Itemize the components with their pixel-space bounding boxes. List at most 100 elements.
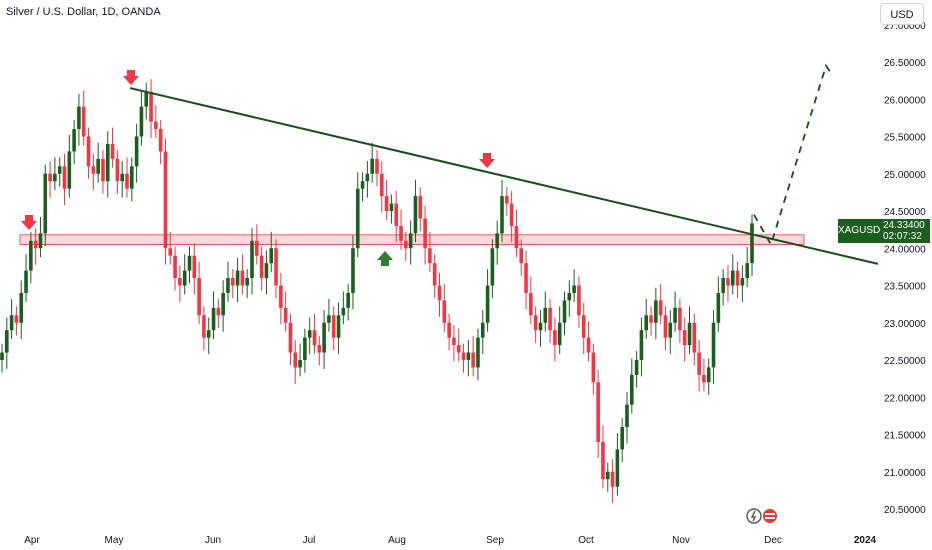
candle-body [187,255,192,271]
candle-body [274,248,278,286]
y-tick-label: 21.50000 [884,431,926,442]
candle-body [101,158,105,182]
y-tick-label: 24.50000 [884,207,926,218]
candle-body [562,300,567,323]
candle-body [711,322,716,368]
candle-body [221,292,225,316]
y-tick-label: 26.50000 [884,58,926,69]
candle-body [649,315,653,323]
candle-body [134,136,139,167]
candle-body [625,404,629,428]
candle-body [682,330,687,346]
candle-body [663,315,668,338]
tradingview-logo-icon[interactable] [746,507,780,525]
candle-body [115,158,120,182]
candle-body [543,307,548,323]
candle-body [476,337,480,368]
candle-body [370,158,374,174]
down-arrow-icon [21,215,37,230]
candle-body [716,292,721,323]
candle-body [105,143,110,182]
candle-body [226,278,230,293]
candle-body [346,292,350,308]
candle-body [279,285,283,308]
candle-body [620,427,624,450]
candle-body [154,121,158,130]
candle-body [557,322,562,346]
candle-body [351,248,355,293]
candle-body [149,91,153,122]
candle-body [341,307,346,316]
candle-body [668,322,673,338]
candle-body [206,330,211,338]
candle-body [240,270,245,286]
candle-body [538,322,543,331]
candle-body [610,471,615,487]
candle-body [384,196,389,211]
candle-body [514,225,519,249]
candle-body [442,300,447,323]
candle-body [423,218,427,249]
candle-body [33,240,38,249]
candle-body [57,166,62,174]
candle-body [471,352,475,368]
candle-body [413,196,418,234]
chart-title: Silver / U.S. Dollar, 1D, OANDA [6,6,161,18]
candle-body [110,143,115,159]
y-tick-label: 24.00000 [884,244,926,255]
candle-body [639,330,644,360]
candle-body [125,173,129,189]
candle-body [495,233,499,249]
candle-body [389,203,394,211]
candle-body [432,263,437,286]
candle-body [365,173,370,182]
candle-body [735,270,740,286]
candle-body [317,345,322,353]
candle-body [524,263,528,293]
candle-body [466,352,471,360]
candle-body [77,106,81,130]
candle-body [298,360,302,368]
candle-body [9,315,14,331]
candle-body [91,166,96,174]
candle-body [418,196,423,219]
candle-body [687,322,692,346]
candle-body [168,248,173,256]
y-tick-label: 22.00000 [884,393,926,404]
candle-body [581,315,586,338]
candle-body [456,345,461,353]
down-arrow-icon [479,153,495,168]
y-tick-label: 22.50000 [884,356,926,367]
candle-body [721,278,725,293]
x-tick-label: 2024 [854,535,877,546]
candle-body [81,106,86,137]
price-badge: XAGUSD 24.33400 02:07:32 [838,219,932,243]
candle-body [360,181,365,189]
candle-body [678,307,682,331]
candle-body [322,322,326,353]
currency-button[interactable]: USD [880,3,924,25]
candle-body [630,374,634,405]
candle-body [283,307,288,323]
candle-body [255,240,259,256]
candle-body [139,106,144,137]
candle-body [120,173,124,182]
candle-body [654,300,658,323]
candle-body [745,263,749,279]
y-tick-label: 25.50000 [884,133,926,144]
candle-body [96,158,100,174]
candle-body [452,337,456,346]
x-tick-label: Dec [764,535,782,546]
trendline-line [129,87,879,265]
candle-body [53,173,57,182]
x-tick-label: Apr [24,535,40,546]
candle-body [644,315,649,331]
badge-countdown: 02:07:32 [883,231,922,242]
x-tick-label: Sep [486,535,504,546]
projection-path [753,63,832,247]
candle-body [658,300,663,316]
candle-body [67,151,72,189]
candle-body [197,278,201,316]
x-tick-label: Jul [303,535,316,546]
